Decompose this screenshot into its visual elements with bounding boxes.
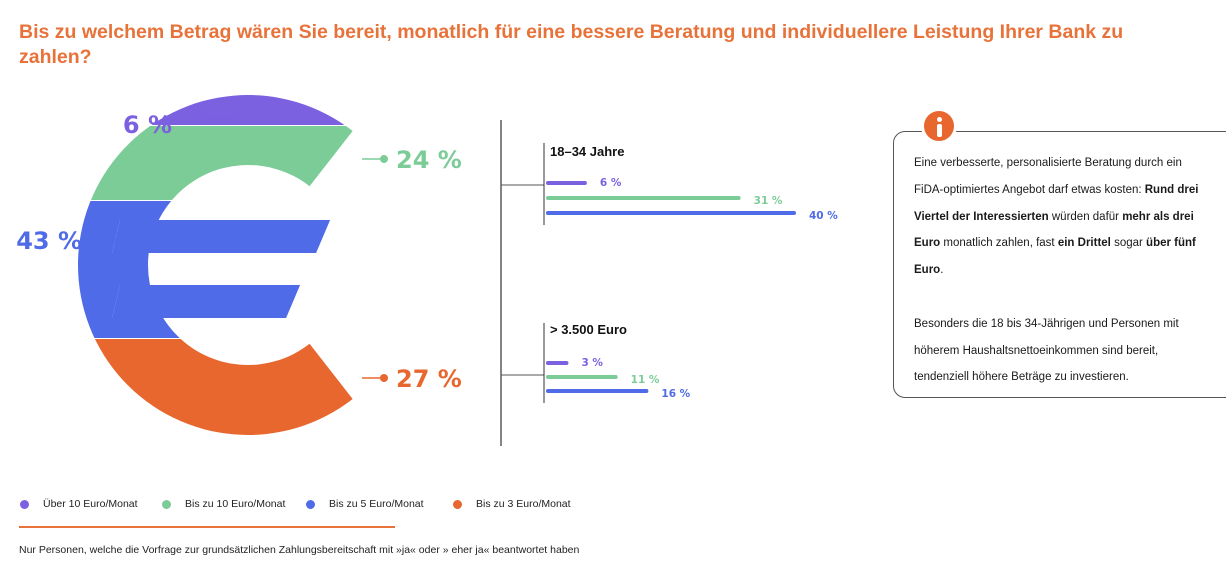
- info-box: [893, 131, 1226, 398]
- group-title-18-34: 18–34 Jahre: [550, 144, 624, 159]
- euro-crossbars: [112, 220, 330, 318]
- info-icon: [921, 108, 957, 144]
- bar-label-18-34-2: 40 %: [809, 210, 838, 222]
- bar-label-18-34-0: 6 %: [600, 177, 622, 189]
- euro-sign-chart: 6 % 24 % 43 % 27 %: [16, 95, 462, 435]
- legend-item-up-to-5: Bis zu 5 Euro/Monat: [306, 498, 424, 510]
- callout-dot: [90, 236, 98, 244]
- euro-value-label: 27 %: [396, 365, 462, 393]
- callout-dot: [197, 115, 205, 123]
- bar-label-3500-2: 16 %: [661, 388, 690, 400]
- info-text-run: monatlich zahlen, fast: [940, 237, 1058, 250]
- group-bar-charts: 18–34 Jahre > 3.500 Euro 6 % 31 % 40 % 3 % 1…: [500, 120, 838, 446]
- info-paragraph-1: Eine verbesserte, personalisierte Beratu…: [914, 150, 1214, 284]
- info-text-run: Eine verbesserte, personalisierte Beratu…: [914, 157, 1182, 196]
- bar-label-18-34-1: 31 %: [754, 195, 783, 207]
- info-text: Eine verbesserte, personalisierte Beratu…: [914, 150, 1214, 391]
- legend-label: Bis zu 10 Euro/Monat: [185, 498, 286, 510]
- legend-divider: [19, 526, 395, 528]
- info-text-run: .: [940, 264, 944, 277]
- callout-dot: [380, 374, 388, 382]
- info-emphasis: ein Drittel: [1057, 237, 1111, 250]
- info-emphasis: mehr als drei Euro: [914, 210, 1194, 250]
- euro-value-label: 24 %: [396, 146, 462, 174]
- legend-dot-icon: [306, 499, 315, 509]
- bar-label-3500-0: 3 %: [581, 357, 603, 369]
- legend-dot-icon: [453, 499, 462, 509]
- legend-item-up-to-10: Bis zu 10 Euro/Monat: [162, 498, 285, 510]
- legend-dot-icon: [162, 499, 171, 509]
- euro-segment-up-to-10: [90, 126, 353, 200]
- footnote: Nur Personen, welche die Vorfrage zur gr…: [19, 544, 580, 556]
- legend-label: Bis zu 5 Euro/Monat: [329, 498, 424, 510]
- legend-dot-icon: [20, 499, 29, 509]
- legend-item-over-10: Über 10 Euro/Monat: [20, 498, 138, 510]
- info-text-run: sogar: [1110, 237, 1147, 250]
- euro-segment-up-to-3: [94, 339, 353, 435]
- info-emphasis: über fünf Euro: [914, 237, 1196, 277]
- chart-title: Bis zu welchem Betrag wären Sie bereit, …: [19, 21, 1124, 68]
- info-text-run: würden dafür: [1048, 210, 1123, 223]
- bar-label-3500-1: 11 %: [631, 374, 660, 386]
- group-title-3500: > 3.500 Euro: [550, 322, 627, 337]
- info-emphasis: Rund drei Viertel der Interessierten: [914, 183, 1199, 223]
- legend-label: Über 10 Euro/Monat: [43, 498, 138, 510]
- info-paragraph-2: Besonders die 18 bis 34-Jährigen und Per…: [914, 317, 1179, 384]
- callout-dot: [380, 155, 388, 163]
- legend-label: Bis zu 3 Euro/Monat: [476, 498, 571, 510]
- legend-item-up-to-3: Bis zu 3 Euro/Monat: [453, 498, 571, 510]
- euro-value-label: 6 %: [123, 111, 172, 139]
- euro-value-label: 43 %: [16, 227, 82, 255]
